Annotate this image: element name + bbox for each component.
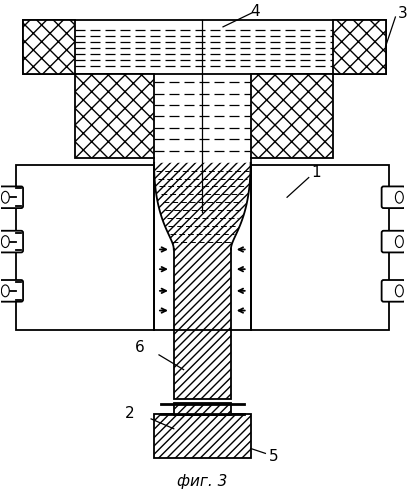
FancyBboxPatch shape: [382, 280, 405, 301]
FancyBboxPatch shape: [382, 231, 405, 252]
Bar: [23, 20, 386, 74]
Polygon shape: [154, 163, 251, 330]
Ellipse shape: [396, 285, 403, 297]
Text: 4: 4: [251, 4, 261, 18]
Text: 1: 1: [312, 165, 321, 180]
FancyBboxPatch shape: [0, 231, 23, 252]
Bar: [23, 20, 75, 74]
Ellipse shape: [1, 285, 9, 297]
Text: 6: 6: [135, 340, 144, 355]
Bar: [251, 74, 333, 158]
Ellipse shape: [396, 236, 403, 248]
Text: 5: 5: [269, 449, 279, 464]
Bar: [16, 165, 154, 330]
Text: фиг. 3: фиг. 3: [177, 474, 227, 490]
Bar: [174, 403, 231, 415]
Text: 3: 3: [398, 6, 407, 20]
Bar: [251, 165, 389, 330]
FancyBboxPatch shape: [382, 186, 405, 208]
Ellipse shape: [1, 192, 9, 203]
Text: 2: 2: [125, 406, 135, 422]
Bar: [154, 414, 251, 459]
FancyBboxPatch shape: [0, 186, 23, 208]
Bar: [333, 20, 386, 74]
Ellipse shape: [1, 236, 9, 248]
Bar: [174, 330, 231, 399]
Bar: [75, 74, 154, 158]
FancyBboxPatch shape: [0, 280, 23, 301]
Ellipse shape: [396, 192, 403, 203]
